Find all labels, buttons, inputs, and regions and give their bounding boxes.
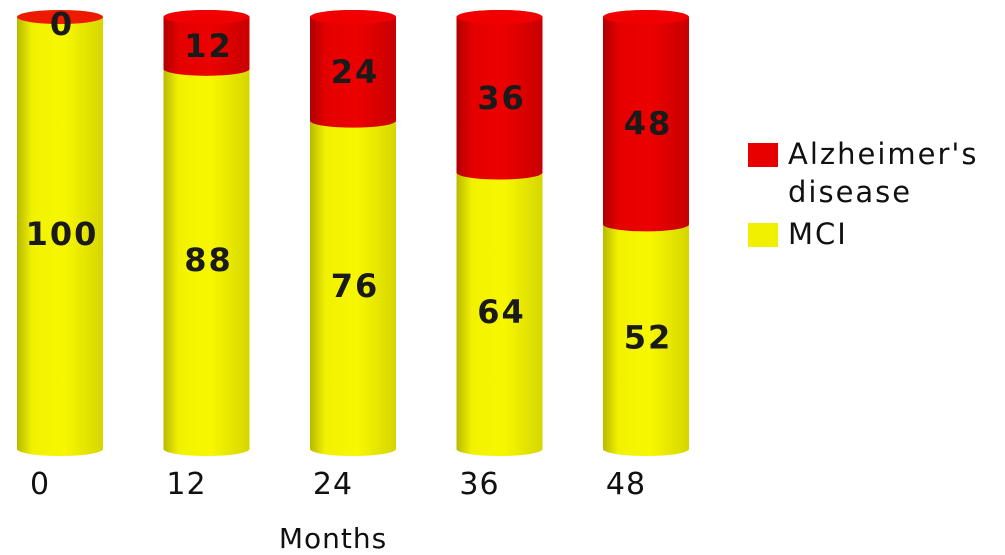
value-label-mci-24: 76 — [331, 267, 380, 305]
value-label-alzheimers-0: 0 — [50, 5, 74, 43]
bar-alzheimers-48 — [603, 10, 689, 232]
bars-layer — [17, 10, 689, 457]
legend-label-alzheimers: Alzheimer's disease — [788, 137, 979, 209]
value-label-mci-36: 64 — [477, 293, 526, 331]
bar-alzheimers-24 — [310, 10, 396, 128]
bar-mci-36 — [456, 165, 543, 457]
x-tick-label-48: 48 — [606, 467, 646, 502]
value-label-mci-48: 52 — [624, 319, 673, 357]
legend-item-alzheimers: Alzheimer's disease — [748, 135, 1003, 211]
x-tick-label-24: 24 — [313, 467, 353, 502]
x-axis-ticks: 0 12 24 36 48 — [30, 467, 646, 502]
bar-alzheimers-12 — [163, 10, 250, 76]
value-labels-layer: 100 0 88 12 76 24 64 36 52 48 — [26, 5, 673, 357]
bar-mci-48 — [603, 217, 689, 456]
legend-swatch-alzheimers — [748, 143, 778, 167]
value-label-alzheimers-24: 24 — [331, 53, 380, 91]
bar-top-cap-12 — [163, 10, 250, 24]
value-label-alzheimers-12: 12 — [184, 27, 233, 65]
bar-top-cap-48 — [603, 10, 689, 24]
legend-label-mci: MCI — [788, 217, 848, 251]
bar-mci-12 — [163, 61, 250, 457]
value-label-mci-0: 100 — [26, 215, 99, 253]
x-axis-title: Months — [279, 522, 387, 555]
bar-top-cap-36 — [456, 10, 543, 24]
value-label-alzheimers-36: 36 — [477, 79, 526, 117]
bar-top-cap-24 — [310, 10, 396, 24]
x-tick-label-36: 36 — [459, 467, 499, 502]
bar-mci-0 — [17, 10, 103, 456]
value-label-alzheimers-48: 48 — [624, 105, 673, 143]
bar-alzheimers-36 — [456, 10, 543, 180]
legend-item-mci: MCI — [748, 215, 1003, 253]
x-tick-label-12: 12 — [166, 467, 206, 502]
bar-mci-24 — [310, 113, 396, 456]
legend-swatch-mci — [748, 223, 778, 247]
value-label-mci-12: 88 — [184, 241, 233, 279]
legend: Alzheimer's disease MCI — [748, 135, 1003, 257]
bar-top-cap-0 — [17, 10, 103, 24]
x-tick-label-0: 0 — [30, 467, 50, 502]
